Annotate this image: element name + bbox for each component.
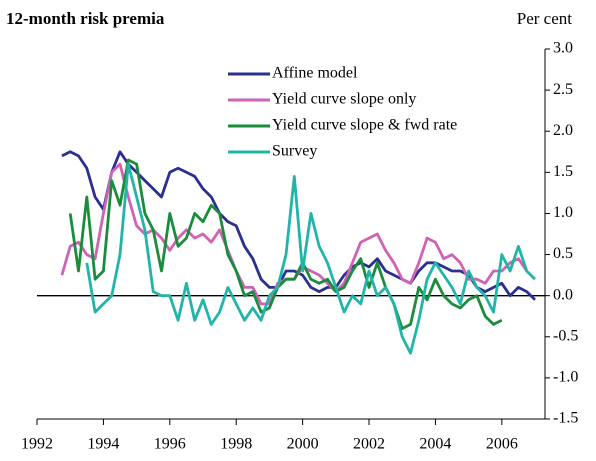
- x-tick-label: 1994: [87, 436, 119, 453]
- x-tick-label: 2004: [419, 436, 451, 453]
- y-tick-label: 3.0: [553, 40, 573, 57]
- y-tick-label: 0.0: [553, 286, 573, 303]
- legend-label: Yield curve slope & fwd rate: [272, 117, 457, 134]
- y-tick-label: 1.0: [553, 204, 573, 221]
- x-tick-label: 1996: [154, 436, 186, 453]
- series-line: [85, 162, 536, 355]
- y-tick-label: 1.5: [553, 163, 573, 180]
- y-unit: Per cent: [517, 9, 573, 28]
- y-tick-label: 2.5: [553, 81, 573, 98]
- chart-title: 12-month risk premia: [6, 9, 165, 28]
- legend-label: Survey: [272, 143, 317, 160]
- x-tick-label: 2000: [287, 436, 319, 453]
- y-tick-label: -1.0: [553, 369, 578, 386]
- y-tick-label: -1.5: [553, 410, 578, 427]
- x-tick-label: 2006: [486, 436, 518, 453]
- x-tick-label: 1992: [21, 436, 53, 453]
- y-tick-label: 0.5: [553, 245, 573, 262]
- y-tick-label: 2.0: [553, 122, 573, 139]
- x-tick-label: 1998: [220, 436, 252, 453]
- legend-label: Affine model: [272, 65, 358, 82]
- legend-label: Yield curve slope only: [272, 91, 416, 108]
- series-line: [68, 158, 503, 330]
- x-tick-label: 2002: [353, 436, 385, 453]
- y-tick-label: -0.5: [553, 327, 578, 344]
